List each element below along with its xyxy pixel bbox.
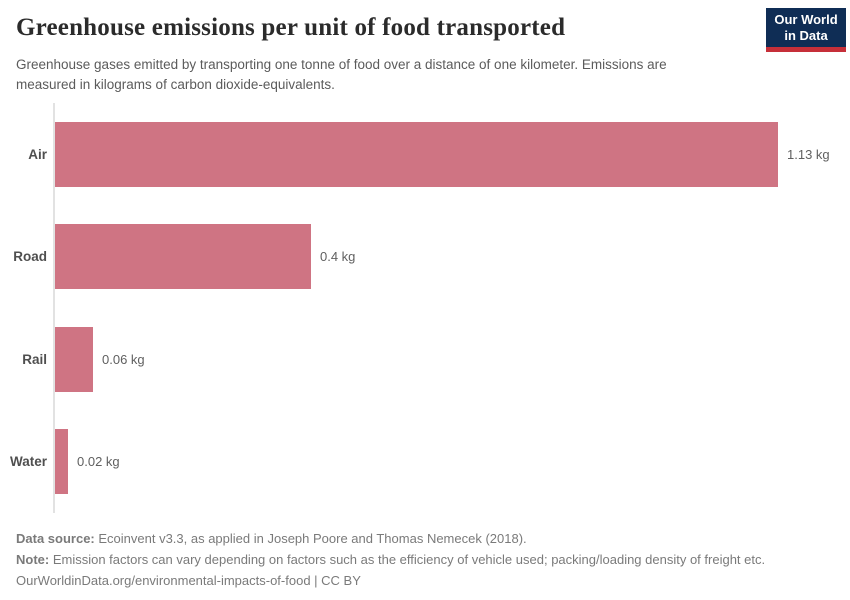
bar-row-air: Air 1.13 kg	[0, 103, 850, 206]
data-source-text: Ecoinvent v3.3, as applied in Joseph Poo…	[94, 531, 527, 546]
bar-water	[55, 429, 68, 495]
category-label-rail: Rail	[22, 351, 47, 367]
bar-row-road: Road 0.4 kg	[0, 206, 850, 309]
owid-logo-line2: in Data	[784, 28, 828, 43]
note-text: Emission factors can vary depending on f…	[49, 552, 766, 567]
value-label-air: 1.13 kg	[787, 146, 830, 162]
category-label-air: Air	[28, 146, 47, 162]
page-title: Greenhouse emissions per unit of food tr…	[16, 14, 566, 41]
bar-rail	[55, 326, 93, 392]
category-label-road: Road	[13, 249, 47, 265]
value-label-rail: 0.06 kg	[102, 351, 145, 367]
bar-road	[55, 224, 311, 290]
chart-subtitle: Greenhouse gases emitted by transporting…	[16, 57, 667, 92]
bar-row-water: Water 0.02 kg	[0, 411, 850, 514]
bar-air	[55, 121, 778, 187]
data-source-line: Data source: Ecoinvent v3.3, as applied …	[16, 528, 836, 549]
bar-row-rail: Rail 0.06 kg	[0, 308, 850, 411]
value-label-road: 0.4 kg	[320, 249, 356, 265]
data-source-label: Data source:	[16, 531, 95, 546]
chart-footer: Data source: Ecoinvent v3.3, as applied …	[16, 528, 836, 591]
note-line: Note: Emission factors can vary dependin…	[16, 549, 836, 570]
note-label: Note:	[16, 552, 50, 567]
bar-chart: Air 1.13 kg Road 0.4 kg Rail 0.06 kg Wat…	[0, 103, 850, 513]
owid-logo[interactable]: Our World in Data	[766, 8, 846, 52]
value-label-water: 0.02 kg	[77, 454, 120, 470]
owid-logo-line1: Our World	[774, 12, 838, 27]
category-label-water: Water	[9, 454, 47, 470]
y-axis-line	[53, 103, 55, 513]
url-line[interactable]: OurWorldinData.org/environmental-impacts…	[16, 573, 361, 588]
